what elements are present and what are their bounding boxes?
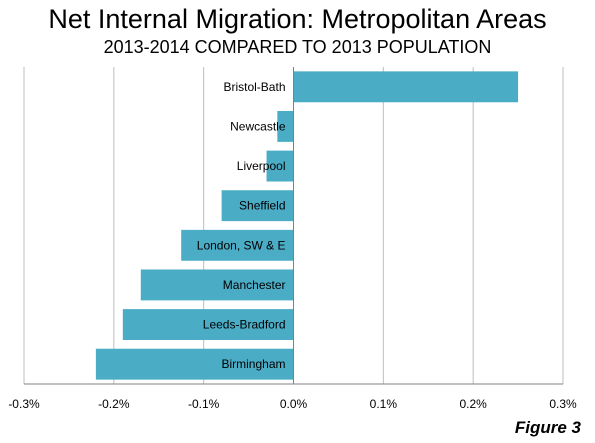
x-tick-label: -0.3%	[8, 397, 40, 411]
axes	[24, 67, 563, 385]
category-label: Birmingham	[221, 357, 285, 371]
x-tick-label: 0.1%	[370, 397, 398, 411]
bar	[95, 348, 294, 380]
category-label: Sheffield	[239, 199, 285, 213]
x-tick-label: -0.2%	[98, 397, 130, 411]
bar	[221, 190, 294, 222]
bars	[95, 71, 519, 380]
chart-title: Net Internal Migration: Metropolitan Are…	[48, 4, 547, 34]
grid-lines	[23, 67, 564, 384]
bar	[293, 71, 519, 103]
category-label: Liverpool	[237, 159, 286, 173]
category-label: Newcastle	[230, 119, 286, 133]
x-tick-label: 0.2%	[459, 397, 487, 411]
chart-subtitle: 2013-2014 COMPARED TO 2013 POPULATION	[103, 37, 492, 57]
bar	[140, 269, 294, 301]
category-labels: Bristol-Bath Newcastle Liverpool Sheffield L…	[197, 80, 286, 371]
category-label: London, SW & E	[197, 238, 286, 252]
category-label: Bristol-Bath	[223, 80, 285, 94]
x-tick-labels: -0.3% -0.2% -0.1% 0.0% 0.1% 0.2% 0.3%	[8, 397, 577, 411]
bar	[277, 110, 294, 142]
category-label: Leeds-Bradford	[203, 318, 286, 332]
category-label: Manchester	[223, 278, 286, 292]
x-tick-label: 0.0%	[280, 397, 308, 411]
x-tick-label: -0.1%	[188, 397, 220, 411]
bar	[122, 309, 294, 341]
x-tick-label: 0.3%	[549, 397, 577, 411]
figure-label: Figure 3	[514, 418, 581, 437]
bar	[181, 229, 294, 261]
bar	[266, 150, 294, 182]
